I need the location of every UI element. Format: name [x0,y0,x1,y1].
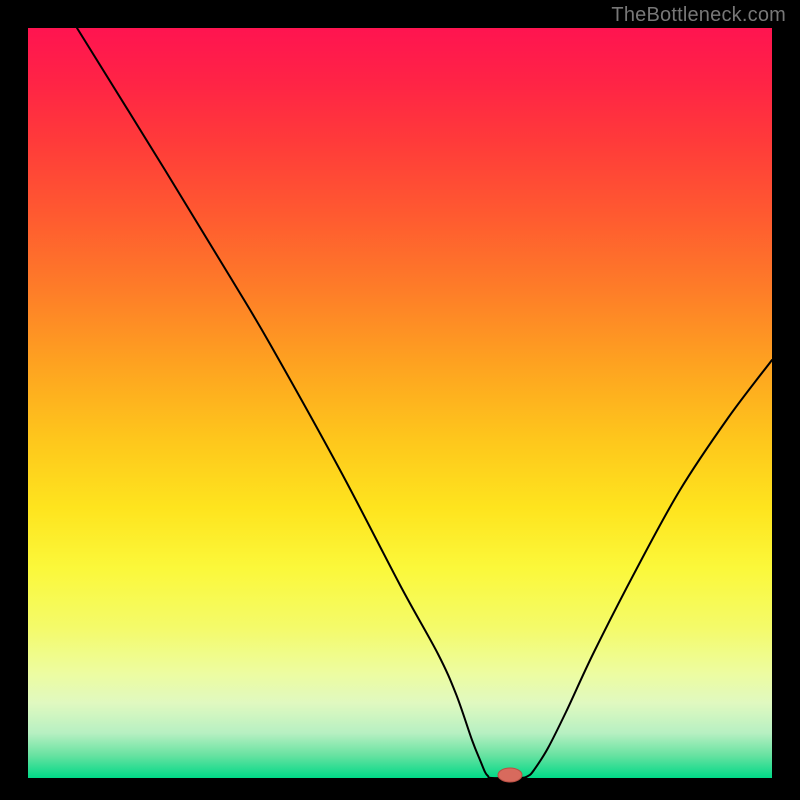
watermark-text: TheBottleneck.com [611,4,786,27]
bottleneck-chart [0,0,800,800]
gradient-background [28,28,772,778]
chart-frame: TheBottleneck.com [0,0,800,800]
optimal-marker [498,768,522,782]
